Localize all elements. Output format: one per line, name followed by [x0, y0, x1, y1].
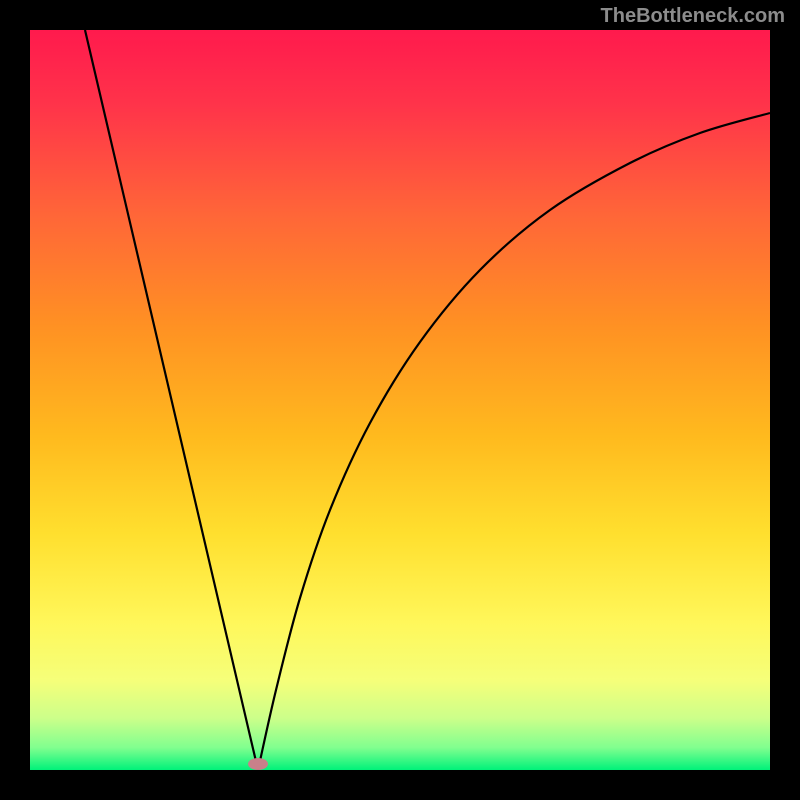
curve-path — [85, 30, 770, 770]
watermark-text: TheBottleneck.com — [601, 5, 785, 28]
minimum-marker — [246, 756, 270, 772]
minimum-marker-ellipse — [248, 758, 268, 770]
bottleneck-curve — [30, 30, 770, 770]
figure-root: TheBottleneck.com — [0, 0, 800, 800]
